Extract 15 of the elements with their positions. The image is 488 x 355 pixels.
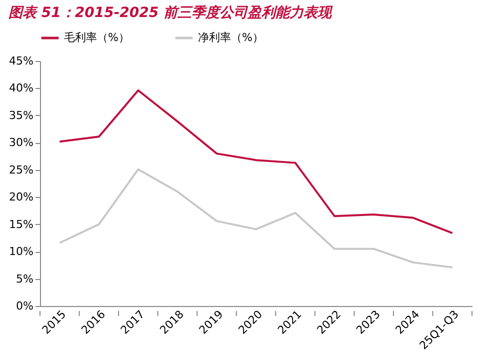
y-tick-label: 35% [9,108,34,122]
y-tick-label: 10% [9,245,34,258]
y-tick-label: 20% [9,190,34,204]
chart-title: 图表 51：2015-2025 前三季度公司盈利能力表现 [8,4,334,21]
y-tick-label: 25% [9,163,34,176]
y-tick-label: 30% [9,136,34,150]
line-series [58,89,454,234]
y-tick-label: 5% [16,272,34,286]
y-tick-label: 0% [16,300,34,312]
legend-label: 毛利率（%） [64,31,130,44]
legend-label: 净利率（%） [198,31,264,44]
line-series [58,168,454,268]
y-tick-label: 40% [9,82,34,95]
y-tick-label: 45% [9,54,34,68]
y-tick-label: 15% [9,218,34,231]
